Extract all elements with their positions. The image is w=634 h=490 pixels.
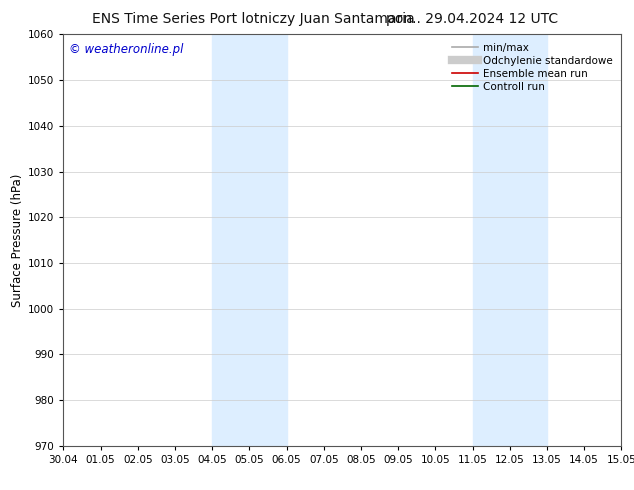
Y-axis label: Surface Pressure (hPa): Surface Pressure (hPa) [11, 173, 24, 307]
Text: ENS Time Series Port lotniczy Juan Santamaria: ENS Time Series Port lotniczy Juan Santa… [92, 12, 415, 26]
Text: © weatheronline.pl: © weatheronline.pl [69, 43, 183, 55]
Legend: min/max, Odchylenie standardowe, Ensemble mean run, Controll run: min/max, Odchylenie standardowe, Ensembl… [449, 40, 616, 95]
Bar [212, 34, 287, 446]
Text: pon.. 29.04.2024 12 UTC: pon.. 29.04.2024 12 UTC [386, 12, 558, 26]
Bar [472, 34, 547, 446]
